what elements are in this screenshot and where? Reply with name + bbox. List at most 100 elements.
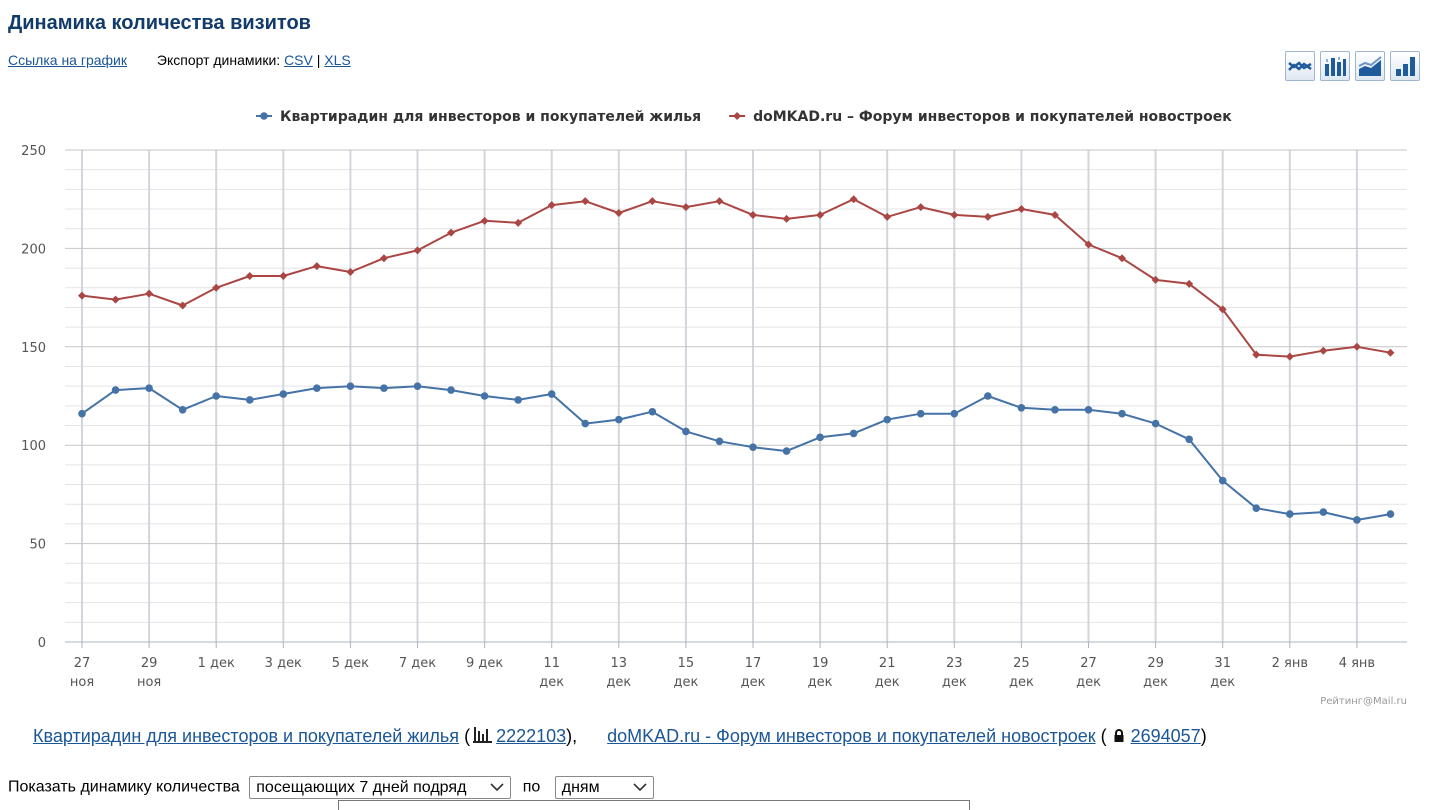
series-2-point[interactable]	[782, 214, 791, 223]
series-1-point[interactable]	[816, 433, 824, 442]
series-1-point[interactable]	[1118, 409, 1126, 418]
series-2-point[interactable]	[916, 203, 925, 212]
series-1-point[interactable]	[480, 392, 489, 400]
series-1-point[interactable]	[313, 384, 321, 392]
site-2-counter-id[interactable]: 2694057	[1130, 726, 1201, 746]
column-chart-button[interactable]	[1390, 51, 1420, 81]
series-2-point[interactable]	[1285, 352, 1294, 361]
series-2-point[interactable]	[849, 195, 858, 204]
series-2-point[interactable]	[1352, 342, 1361, 351]
series-1-point[interactable]	[279, 390, 288, 398]
series-2-point[interactable]	[1084, 240, 1093, 249]
area-chart-button[interactable]	[1355, 51, 1385, 81]
series-1-point[interactable]	[1185, 435, 1193, 444]
site-2-link[interactable]: doMKAD.ru - Форум инвесторов и покупател…	[607, 726, 1096, 746]
series-2-point[interactable]	[1050, 210, 1059, 219]
site-1-link[interactable]: Квартирадин для инвесторов и покупателей…	[33, 726, 460, 746]
series-2-point[interactable]	[1151, 275, 1160, 284]
chart-link[interactable]: Ссылка на график	[8, 52, 127, 68]
series-2-point[interactable]	[279, 271, 288, 280]
series-1-point[interactable]	[346, 382, 355, 390]
series-2-point[interactable]	[1218, 305, 1227, 314]
series-2-point[interactable]	[1017, 205, 1026, 214]
legend-item-2[interactable]: doMKAD.ru – Форум инвесторов и покупател…	[729, 109, 1232, 125]
series-2-point[interactable]	[1185, 279, 1194, 288]
series-1-point[interactable]	[849, 429, 858, 438]
series-2-point[interactable]	[379, 254, 388, 263]
legend-item-1[interactable]: Квартирадин для инвесторов и покупателей…	[256, 109, 701, 125]
series-2-point[interactable]	[346, 268, 355, 277]
series-2-point[interactable]	[178, 301, 187, 310]
series-1-point[interactable]	[648, 407, 657, 416]
series-1-point[interactable]	[1386, 510, 1395, 518]
series-2-point[interactable]	[1386, 348, 1395, 357]
series-2-point[interactable]	[547, 201, 556, 210]
series-2-point[interactable]	[681, 203, 690, 212]
series-2-point[interactable]	[413, 246, 422, 255]
series-2-point[interactable]	[78, 291, 86, 300]
series-1-point[interactable]	[1218, 476, 1227, 485]
series-1-point[interactable]	[682, 427, 690, 436]
series-1-point[interactable]	[984, 392, 992, 400]
series-1-point[interactable]	[245, 396, 254, 404]
series-1-point[interactable]	[1353, 516, 1361, 524]
series-2-point[interactable]	[950, 210, 959, 219]
series-2-point[interactable]	[614, 208, 623, 217]
series-1-point[interactable]	[1084, 405, 1093, 414]
series-2-point[interactable]	[514, 218, 523, 227]
series-1-point[interactable]	[380, 384, 388, 392]
series-1-point[interactable]	[883, 415, 891, 424]
series-1-point[interactable]	[916, 409, 925, 418]
series-2-point[interactable]	[111, 295, 120, 304]
series-2-point[interactable]	[1252, 350, 1261, 359]
series-2-point[interactable]	[245, 271, 254, 280]
series-1-point[interactable]	[111, 386, 120, 394]
series-1-point[interactable]	[1286, 510, 1294, 518]
series-1-point[interactable]	[547, 390, 556, 398]
series-2-point[interactable]	[816, 210, 825, 219]
series-2-point[interactable]	[1319, 346, 1328, 355]
y-tick-label: 0	[38, 636, 46, 651]
series-2-point[interactable]	[883, 212, 892, 221]
series-1-point[interactable]	[1319, 508, 1328, 516]
metric-select[interactable]: посещающих 7 дней подряд	[249, 776, 512, 799]
export-csv-link[interactable]: CSV	[284, 52, 313, 68]
x-tick-label: 27	[74, 656, 91, 671]
series-1-point[interactable]	[1051, 405, 1059, 414]
series-1-point[interactable]	[413, 382, 422, 390]
series-1-point[interactable]	[715, 437, 724, 446]
line-chart-button[interactable]	[1285, 51, 1315, 81]
series-1-point[interactable]	[212, 392, 220, 400]
series-1-point[interactable]	[1017, 404, 1026, 412]
chart-credits[interactable]: Рейтинг@Mail.ru	[1320, 696, 1407, 707]
series-2-point[interactable]	[581, 197, 590, 206]
series-1-point[interactable]	[1252, 504, 1261, 512]
series-2-point[interactable]	[715, 197, 724, 206]
bar-chart-button[interactable]	[1320, 51, 1350, 81]
series-1-point[interactable]	[145, 384, 153, 392]
series-2-point[interactable]	[447, 228, 456, 237]
series-1-point[interactable]	[615, 415, 623, 424]
series-2-point[interactable]	[749, 210, 757, 219]
series-2-point[interactable]	[648, 197, 657, 206]
top-links-bar: Ссылка на график Экспорт динамики: CSV |…	[8, 52, 351, 68]
series-1-point[interactable]	[78, 409, 86, 418]
series-1-point[interactable]	[782, 447, 791, 455]
export-xls-link[interactable]: XLS	[324, 52, 351, 68]
site-1-counter-id[interactable]: 2222103	[496, 726, 567, 746]
series-1-point[interactable]	[514, 396, 522, 404]
series-2-point[interactable]	[480, 216, 489, 225]
series-2-point[interactable]	[312, 262, 321, 271]
series-1-point[interactable]	[447, 386, 455, 394]
series-1-point[interactable]	[581, 419, 590, 428]
series-1-point[interactable]	[1151, 419, 1160, 428]
series-2-point[interactable]	[983, 212, 992, 221]
series-1-point[interactable]	[950, 409, 959, 418]
series-2-point[interactable]	[212, 283, 221, 292]
site-1-open-paren: (	[459, 726, 471, 746]
series-1-point[interactable]	[749, 443, 757, 451]
x-tick-label: 29	[1147, 656, 1164, 671]
series-1-point[interactable]	[178, 405, 187, 414]
period-select[interactable]: дням	[554, 776, 654, 799]
series-2-point[interactable]	[145, 289, 154, 298]
